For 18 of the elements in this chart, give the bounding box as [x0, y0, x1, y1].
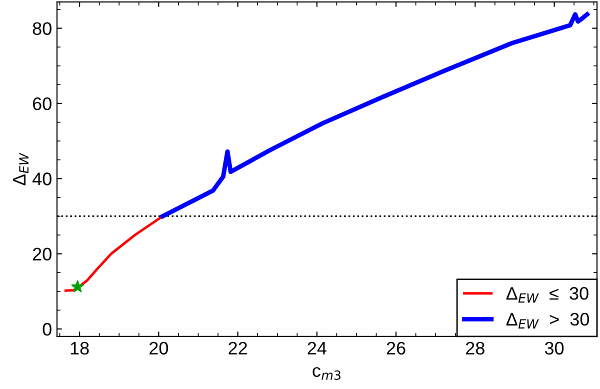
- x-tick-label: 20: [150, 342, 168, 355]
- y-tick-label: 0: [42, 322, 52, 336]
- x-tick-label: 22: [228, 342, 247, 354]
- x-tick-label: 28: [466, 342, 484, 355]
- legend-label: Δ$_{EW}$ ≤ 30: [506, 287, 588, 303]
- x-tick-label: 18: [70, 342, 89, 355]
- line-series: [160, 12, 590, 218]
- legend-label: Δ$_{EW}$ > 30: [506, 312, 590, 328]
- x-tick-label: 30: [544, 342, 564, 355]
- y-tick-label: 80: [32, 22, 52, 35]
- x-tick-label: 24: [308, 342, 326, 354]
- y-tick-label: 40: [32, 172, 52, 186]
- y-tick-label: 60: [32, 97, 52, 110]
- x-axis-title: c$_{m3}$: [312, 367, 340, 380]
- y-axis-title: Δ$_{EW}$: [13, 152, 28, 186]
- x-tick-label: 26: [386, 342, 406, 355]
- line-series: [64, 214, 164, 292]
- y-tick-label: 20: [32, 248, 52, 261]
